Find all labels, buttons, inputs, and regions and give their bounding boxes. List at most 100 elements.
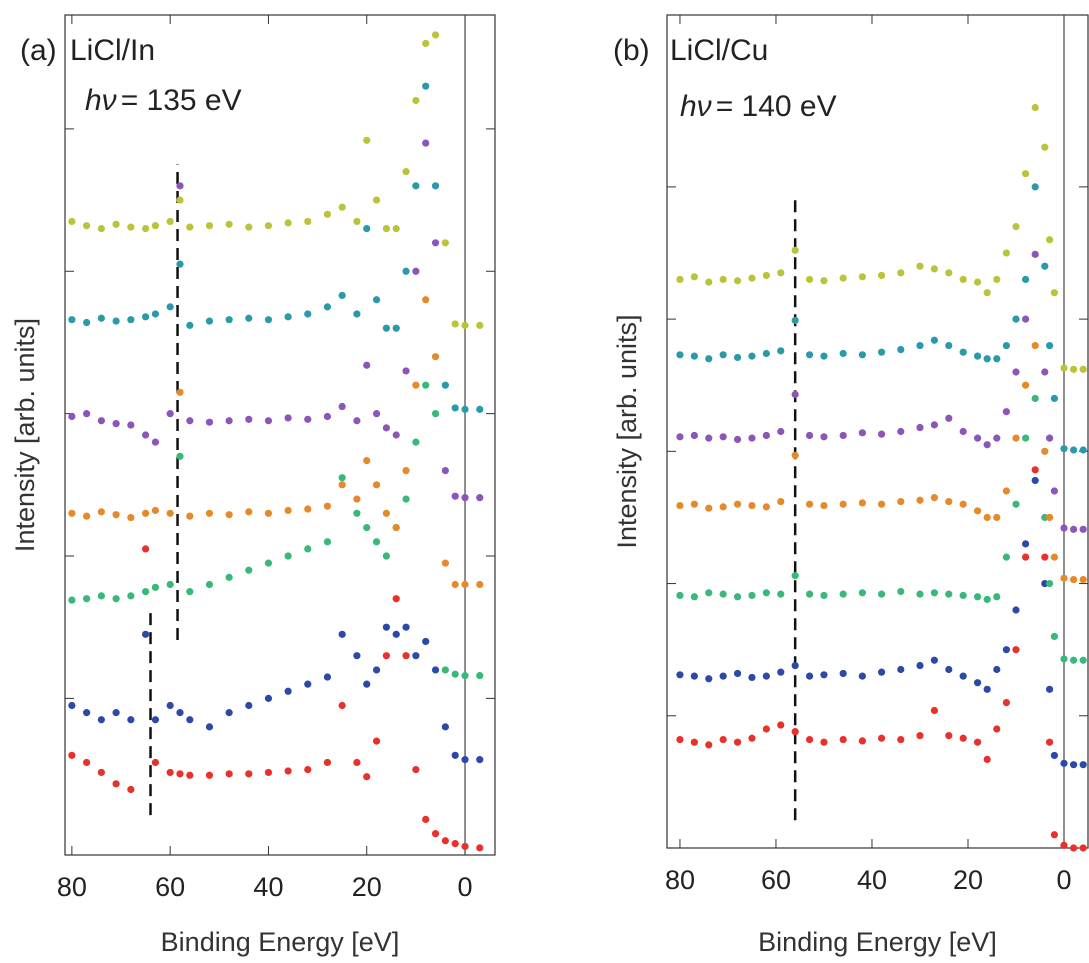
panel-title: LiCl/Cu	[670, 34, 768, 67]
data-point	[1050, 394, 1058, 403]
data-point	[877, 668, 886, 676]
data-point	[264, 768, 273, 777]
data-point	[476, 580, 484, 589]
data-point	[372, 737, 381, 745]
data-point	[1012, 434, 1020, 442]
data-point	[323, 412, 332, 421]
data-point	[186, 588, 194, 596]
data-point	[1031, 341, 1039, 350]
data-point	[176, 388, 184, 396]
data-point	[820, 433, 828, 441]
data-point	[973, 507, 982, 515]
data-point	[68, 596, 76, 604]
data-point	[676, 275, 684, 284]
data-point	[83, 595, 91, 603]
data-point	[983, 355, 991, 363]
data-point	[748, 501, 756, 510]
data-point	[186, 321, 194, 329]
data-point	[1031, 183, 1039, 191]
data-point	[412, 267, 420, 275]
data-point	[304, 310, 312, 318]
data-point	[205, 580, 214, 589]
data-point	[431, 410, 440, 418]
data-point	[983, 595, 991, 604]
data-point	[353, 509, 361, 517]
data-point	[1069, 656, 1078, 664]
data-point	[1060, 759, 1068, 767]
data-point	[476, 672, 484, 680]
data-point	[1050, 831, 1058, 839]
data-point	[304, 505, 312, 513]
data-point	[1050, 553, 1058, 561]
data-point	[945, 732, 953, 740]
data-point	[372, 538, 381, 546]
data-point	[897, 497, 905, 506]
data-point	[959, 275, 967, 284]
data-point	[858, 499, 866, 507]
energy-symbol: hν	[680, 90, 712, 123]
data-point	[441, 559, 449, 567]
data-point	[959, 427, 967, 436]
data-point	[225, 770, 233, 778]
data-point	[993, 434, 1001, 442]
data-point	[166, 410, 174, 418]
data-point	[719, 275, 727, 284]
data-point	[441, 466, 449, 475]
data-point	[441, 239, 449, 247]
data-point	[363, 523, 371, 532]
data-point	[1012, 222, 1020, 231]
data-point	[839, 590, 847, 598]
data-point	[141, 313, 150, 321]
data-point	[441, 723, 449, 731]
data-point	[225, 511, 233, 519]
data-point	[83, 318, 91, 327]
data-point	[1031, 250, 1039, 258]
data-point	[719, 590, 727, 598]
data-point	[959, 734, 967, 742]
data-point	[245, 314, 253, 322]
data-point	[930, 494, 938, 502]
data-point	[363, 773, 371, 781]
data-point	[993, 593, 1001, 601]
data-point	[323, 502, 332, 510]
data-point	[983, 441, 991, 449]
data-point	[930, 336, 938, 344]
data-point	[97, 314, 105, 322]
data-point	[705, 675, 713, 683]
data-point	[733, 353, 742, 362]
data-point	[176, 452, 184, 460]
data-point	[762, 503, 770, 511]
data-point	[323, 758, 332, 767]
data-point	[690, 672, 698, 680]
data-point	[1012, 606, 1020, 614]
data-point	[1079, 525, 1087, 533]
data-point	[323, 538, 332, 546]
data-point	[777, 347, 785, 355]
data-point	[127, 316, 135, 324]
data-point	[1045, 513, 1054, 522]
data-point	[431, 666, 440, 674]
data-point	[777, 668, 785, 676]
data-point	[476, 494, 484, 502]
data-point	[820, 591, 828, 600]
data-point	[323, 673, 332, 681]
data-point	[372, 196, 381, 204]
data-point	[205, 222, 214, 230]
data-point	[993, 355, 1001, 363]
data-point	[141, 588, 150, 596]
energy-symbol: hν	[85, 84, 117, 117]
data-point	[186, 417, 194, 425]
data-point	[839, 735, 847, 744]
data-point	[476, 321, 484, 329]
data-point	[945, 414, 953, 422]
data-point	[676, 591, 684, 600]
data-point	[97, 592, 105, 600]
data-point	[127, 592, 135, 600]
data-point	[1041, 553, 1049, 561]
data-point	[112, 317, 120, 325]
photon-energy: hν = 140 eV	[680, 90, 837, 123]
data-point	[777, 269, 785, 277]
data-point	[392, 630, 400, 638]
data-point	[719, 351, 727, 359]
data-point	[1060, 655, 1068, 663]
